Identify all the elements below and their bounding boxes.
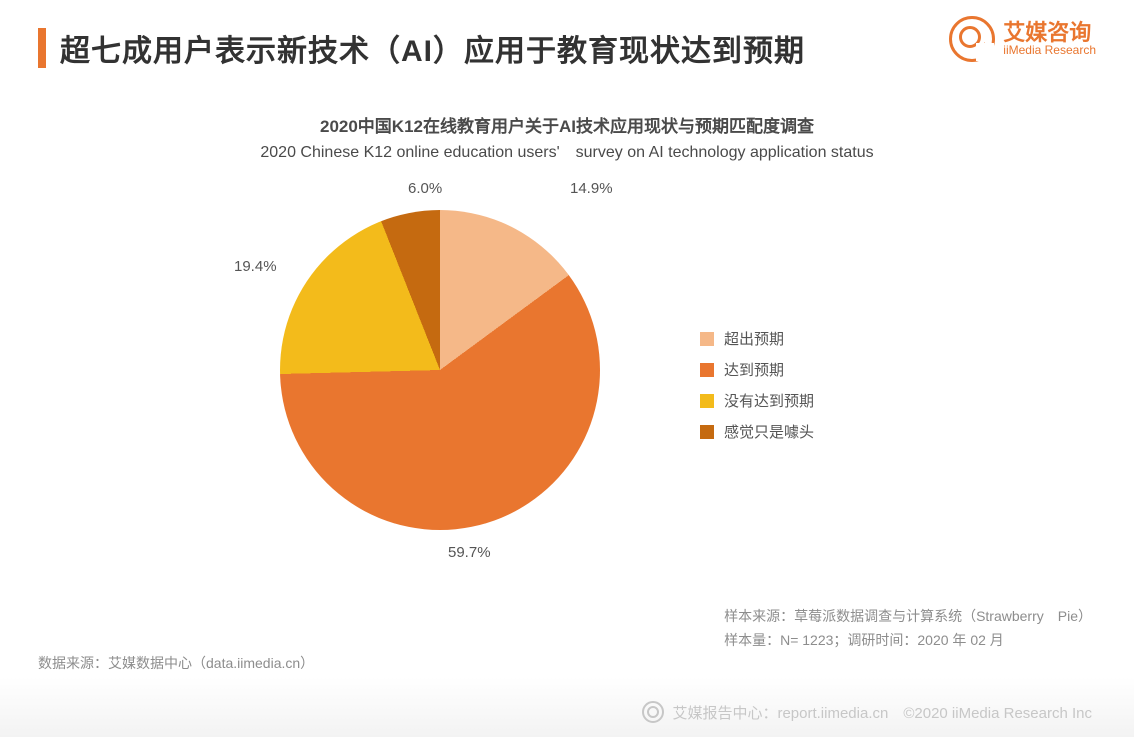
legend-swatch	[700, 394, 714, 408]
pie-chart	[280, 210, 600, 530]
brand-name-en: iiMedia Research	[1003, 44, 1096, 57]
pie-value-label: 19.4%	[234, 258, 277, 275]
legend-swatch	[700, 425, 714, 439]
pie-value-label: 6.0%	[408, 180, 442, 197]
legend-label: 达到预期	[724, 359, 784, 380]
watermark-text: 艾媒报告中心：report.iimedia.cn ©2020 iiMedia R…	[672, 702, 1092, 723]
watermark-logo-icon	[642, 701, 664, 723]
pie-value-label: 59.7%	[448, 544, 491, 561]
footer-source-right: 样本来源：草莓派数据调查与计算系统（Strawberry Pie） 样本量：N=…	[724, 605, 1092, 653]
brand-logo-icon	[949, 16, 995, 62]
header-accent-bar	[38, 28, 46, 68]
header: 超七成用户表示新技术（AI）应用于教育现状达到预期	[38, 24, 1096, 72]
page-title: 超七成用户表示新技术（AI）应用于教育现状达到预期	[60, 26, 805, 70]
chart-title-en: 2020 Chinese K12 online education users'…	[0, 138, 1134, 162]
footer-source-left: 数据来源：艾媒数据中心（data.iimedia.cn）	[38, 653, 314, 673]
brand-text: 艾媒咨询 iiMedia Research	[1003, 21, 1096, 57]
footer-source-right-line1: 样本来源：草莓派数据调查与计算系统（Strawberry Pie）	[724, 605, 1092, 629]
legend: 超出预期 达到预期 没有达到预期 感觉只是噱头	[700, 318, 814, 452]
legend-swatch	[700, 332, 714, 346]
footer-watermark: 艾媒报告中心：report.iimedia.cn ©2020 iiMedia R…	[642, 701, 1092, 723]
legend-label: 感觉只是噱头	[724, 421, 814, 442]
pie-graphic	[280, 210, 600, 530]
legend-item: 感觉只是噱头	[700, 421, 814, 442]
legend-label: 没有达到预期	[724, 390, 814, 411]
brand-logo: 艾媒咨询 iiMedia Research	[949, 16, 1096, 62]
chart-title-cn: 2020中国K12在线教育用户关于AI技术应用现状与预期匹配度调查	[0, 112, 1134, 137]
brand-name-cn: 艾媒咨询	[1003, 21, 1096, 44]
page-root: 超七成用户表示新技术（AI）应用于教育现状达到预期 艾媒咨询 iiMedia R…	[0, 0, 1134, 737]
legend-item: 达到预期	[700, 359, 814, 380]
legend-item: 没有达到预期	[700, 390, 814, 411]
legend-label: 超出预期	[724, 328, 784, 349]
legend-item: 超出预期	[700, 328, 814, 349]
legend-swatch	[700, 363, 714, 377]
footer-source-right-line2: 样本量：N= 1223；调研时间：2020 年 02 月	[724, 629, 1092, 653]
pie-value-label: 14.9%	[570, 180, 613, 197]
